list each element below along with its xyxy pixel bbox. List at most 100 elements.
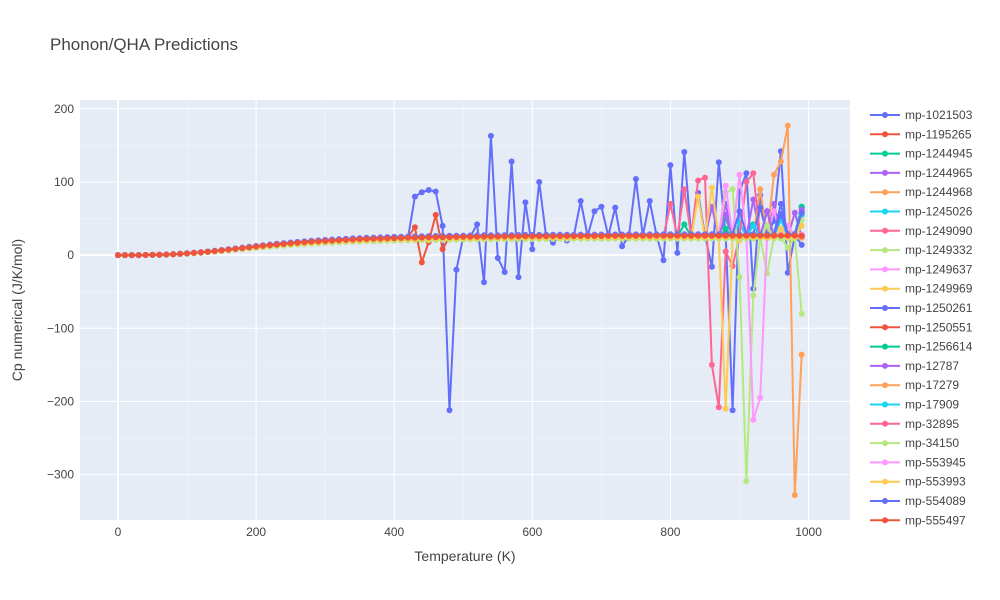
data-point[interactable] [501,233,508,240]
data-point[interactable] [391,235,398,242]
data-point[interactable] [577,198,584,204]
data-point[interactable] [508,158,515,165]
data-point[interactable] [736,171,743,178]
data-point[interactable] [681,186,688,193]
data-point[interactable] [681,232,688,239]
data-point[interactable] [301,239,308,246]
data-point[interactable] [591,208,598,215]
data-point[interactable] [777,158,784,165]
data-point[interactable] [736,232,743,239]
data-point[interactable] [584,233,591,239]
data-point[interactable] [418,259,425,266]
data-point[interactable] [474,221,481,228]
data-point[interactable] [777,225,784,232]
data-point[interactable] [632,232,639,239]
data-point[interactable] [128,252,135,259]
data-point[interactable] [515,274,522,281]
data-point[interactable] [771,171,777,178]
data-point[interactable] [543,233,550,240]
data-point[interactable] [702,232,708,239]
data-point[interactable] [798,241,805,248]
data-point[interactable] [798,222,805,229]
data-point[interactable] [715,232,722,239]
data-point[interactable] [501,269,508,275]
data-point[interactable] [736,208,743,215]
data-point[interactable] [481,279,487,286]
data-point[interactable] [294,239,301,246]
data-point[interactable] [729,232,736,239]
data-point[interactable] [777,211,784,218]
data-point[interactable] [425,234,432,241]
legend-item[interactable]: mp-555497 [870,513,966,527]
data-point[interactable] [439,246,446,253]
data-point[interactable] [156,251,163,258]
data-point[interactable] [418,189,425,196]
data-point[interactable] [522,199,529,206]
data-point[interactable] [667,200,674,207]
legend-item[interactable]: mp-553993 [870,475,966,489]
data-point[interactable] [239,245,246,252]
data-point[interactable] [681,149,688,155]
data-point[interactable] [674,232,681,239]
legend-item[interactable]: mp-1249969 [870,282,973,296]
data-point[interactable] [280,241,287,247]
data-point[interactable] [135,252,142,259]
data-point[interactable] [315,238,322,245]
data-point[interactable] [211,248,218,255]
data-point[interactable] [204,248,211,255]
data-point[interactable] [142,252,149,258]
data-point[interactable] [432,234,439,241]
data-point[interactable] [308,238,315,245]
legend-item[interactable]: mp-1249637 [870,262,973,276]
data-point[interactable] [750,416,757,423]
data-point[interactable] [411,193,418,200]
legend-item[interactable]: mp-1244965 [870,166,973,180]
legend-item[interactable]: mp-1244968 [870,185,973,199]
data-point[interactable] [708,184,715,191]
data-point[interactable] [695,232,702,239]
data-point[interactable] [722,405,729,412]
legend-item[interactable]: mp-1249332 [870,243,973,257]
data-point[interactable] [743,478,750,485]
legend-item[interactable]: mp-12787 [870,359,959,373]
data-point[interactable] [736,274,743,281]
data-point[interactable] [487,132,494,139]
legend-item[interactable]: mp-1249090 [870,224,973,238]
legend[interactable]: mp-1021503 mp-1195265 mp-1244945 mp-1244965… [870,108,973,527]
data-point[interactable] [515,233,522,240]
data-point[interactable] [370,235,377,242]
data-point[interactable] [398,235,405,241]
data-point[interactable] [715,404,722,411]
data-point[interactable] [253,243,260,250]
data-point[interactable] [750,232,757,239]
data-point[interactable] [605,232,612,239]
data-point[interactable] [149,251,156,258]
data-point[interactable] [460,233,467,240]
data-point[interactable] [446,407,453,414]
data-point[interactable] [674,249,681,256]
legend-item[interactable]: mp-1250261 [870,301,973,315]
data-point[interactable] [757,394,764,401]
data-point[interactable] [425,187,432,193]
data-point[interactable] [798,209,805,216]
data-point[interactable] [522,233,529,240]
data-point[interactable] [722,225,729,232]
data-point[interactable] [411,234,418,241]
data-point[interactable] [688,232,695,239]
data-point[interactable] [777,200,784,207]
data-point[interactable] [632,176,639,182]
data-point[interactable] [356,236,363,243]
data-point[interactable] [170,251,177,258]
data-point[interactable] [467,233,474,240]
data-point[interactable] [432,188,439,195]
legend-item[interactable]: mp-1256614 [870,340,973,354]
data-point[interactable] [121,252,128,259]
data-point[interactable] [764,222,771,229]
data-point[interactable] [695,193,702,200]
data-point[interactable] [432,211,439,218]
data-point[interactable] [363,236,370,242]
legend-item[interactable]: mp-1021503 [870,108,973,122]
data-point[interactable] [342,236,349,243]
data-point[interactable] [715,159,722,166]
data-point[interactable] [784,232,791,239]
